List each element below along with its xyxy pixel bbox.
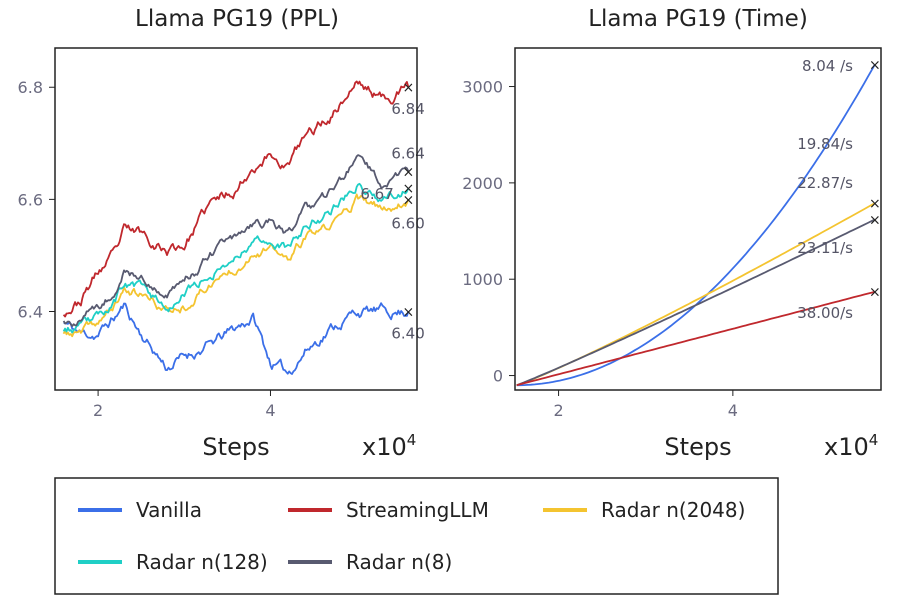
time-y-tick-label: 1000 <box>462 270 503 289</box>
ppl-y-tick-label: 6.6 <box>18 190 43 209</box>
time-series-line-streamingllm <box>516 290 876 387</box>
time-rate-label: 38.00/s <box>797 304 853 322</box>
ppl-y-tick-label: 6.8 <box>18 78 43 97</box>
ppl-x-tick-label: 4 <box>265 401 275 420</box>
ppl-end-annotations: × 6.40 × 6.84 × 6.60 × 6.67 × 6.64 <box>360 80 424 342</box>
ppl-chart-title: Llama PG19 (PPL) <box>135 6 339 32</box>
time-end-marker: × <box>869 285 881 301</box>
ppl-end-marker: × <box>403 192 415 208</box>
ppl-y-tick-label: 6.4 <box>18 303 43 322</box>
time-y-tick-label: 2000 <box>462 174 503 193</box>
time-plot-frame <box>514 47 882 391</box>
ppl-end-value-label: 6.64 <box>391 144 424 162</box>
time-end-marker: × <box>869 212 881 228</box>
legend-item: Radar n(8) <box>288 550 452 574</box>
ppl-plot-frame <box>54 47 418 391</box>
time-x-tick-label: 2 <box>553 401 563 420</box>
time-x-tick-label: 4 <box>728 401 738 420</box>
time-y-tick-label: 3000 <box>462 78 503 97</box>
legend-item: StreamingLLM <box>288 498 489 522</box>
legend-item: Vanilla <box>78 498 202 522</box>
ppl-series-line-radar-n-2048- <box>62 193 410 338</box>
ppl-end-marker: × <box>403 80 415 96</box>
time-rate-label: 22.87/s <box>797 174 853 192</box>
ppl-end-marker: × <box>403 305 415 321</box>
time-rate-label: 23.11/s <box>797 239 853 257</box>
time-y-tick-label: 0 <box>493 367 503 386</box>
ppl-end-marker: × <box>403 181 415 197</box>
legend-item: Radar n(2048) <box>543 498 745 522</box>
time-x-axis-label: Steps <box>664 433 731 461</box>
legend-label: Radar n(128) <box>136 550 268 574</box>
time-series-line-radar-n-8- <box>516 218 876 387</box>
ppl-y-ticks: 6.4 6.6 6.8 <box>18 78 55 322</box>
legend-frame <box>54 477 779 595</box>
legend-label: Radar n(8) <box>346 550 452 574</box>
legend-label: Vanilla <box>136 498 202 522</box>
ppl-series-line-radar-n-8- <box>62 154 410 327</box>
time-rate-label: 19.84/s <box>797 135 853 153</box>
time-chart-title: Llama PG19 (Time) <box>588 6 808 32</box>
legend: Vanilla StreamingLLM Radar n(2048) Radar n(… <box>54 477 779 595</box>
ppl-end-marker: × <box>403 164 415 180</box>
ppl-end-value-label: 6.67 <box>360 185 393 203</box>
legend-label: StreamingLLM <box>346 498 489 522</box>
time-rate-annotations: ××××8.04 /s19.84/s22.87/s23.11/s38.00/s <box>797 57 881 322</box>
time-series-line-vanilla <box>516 63 876 387</box>
time-multiplier-exponent: 4 <box>869 431 879 449</box>
legend-item: Radar n(128) <box>78 550 268 574</box>
ppl-multiplier-exponent: 4 <box>407 431 417 449</box>
ppl-series-line-radar-n-128- <box>62 182 410 334</box>
ppl-series-line-streamingllm <box>62 80 410 318</box>
time-series-lines <box>516 63 876 387</box>
ppl-end-value-label: 6.84 <box>391 100 424 118</box>
ppl-x-tick-label: 2 <box>93 401 103 420</box>
ppl-end-value-label: 6.60 <box>391 214 424 232</box>
time-rate-label: 8.04 /s <box>802 57 853 75</box>
ppl-x-multiplier: x104 <box>362 431 416 461</box>
time-x-multiplier: x104 <box>824 431 878 461</box>
ppl-series-line-vanilla <box>63 302 410 375</box>
time-y-ticks: 0 1000 2000 3000 <box>462 78 515 386</box>
legend-label: Radar n(2048) <box>601 498 745 522</box>
ppl-series-lines <box>62 80 410 375</box>
ppl-multiplier-base: x10 <box>362 433 407 461</box>
time-end-marker: × <box>869 57 881 73</box>
time-multiplier-base: x10 <box>824 433 869 461</box>
ppl-x-axis-label: Steps <box>202 433 269 461</box>
time-end-marker: × <box>869 196 881 212</box>
ppl-end-value-label: 6.40 <box>391 325 424 343</box>
time-series-line-radar-n-2048- <box>516 202 876 387</box>
